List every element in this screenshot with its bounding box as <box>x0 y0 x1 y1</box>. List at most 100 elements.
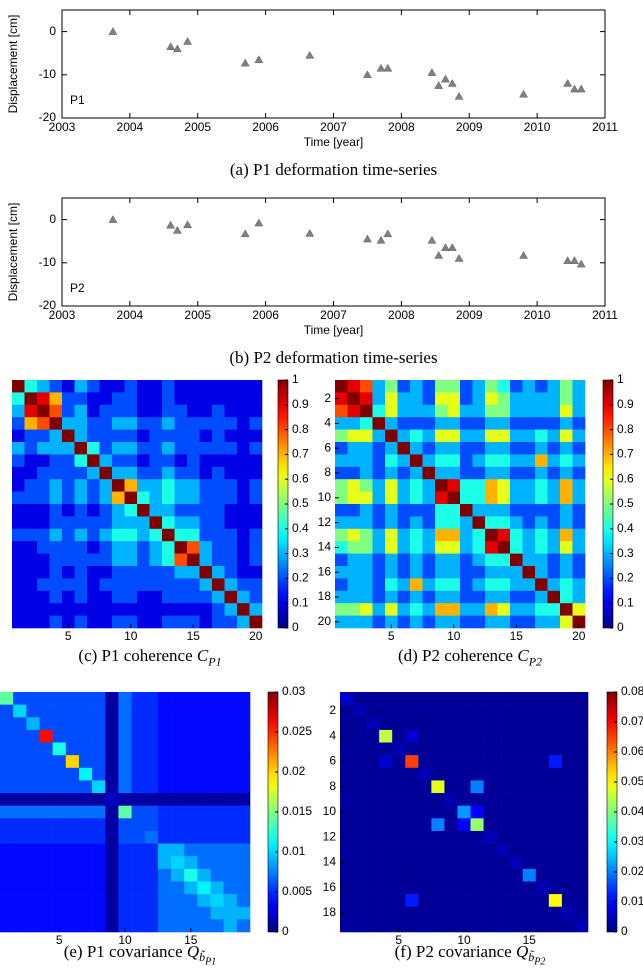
heatmap-cell <box>470 692 484 705</box>
heatmap-cell <box>24 404 38 418</box>
heatmap-cell <box>535 491 548 505</box>
heatmap-cell <box>118 692 132 705</box>
heatmap-cell <box>483 793 497 806</box>
heatmap-cell <box>187 615 200 629</box>
heatmap-cell <box>410 590 423 604</box>
heatmap-cell <box>174 541 188 554</box>
heatmap-cell <box>87 603 100 616</box>
heatmap-cell <box>548 818 563 832</box>
heatmap-cell <box>422 442 436 455</box>
heatmap-cell <box>457 906 471 920</box>
heatmap-cell <box>397 590 411 604</box>
heatmap-cell <box>418 805 432 819</box>
heatmap-cell <box>197 742 211 756</box>
heatmap-cell <box>210 919 224 933</box>
heatmap-cell <box>65 767 80 781</box>
heatmap-cell <box>485 479 498 492</box>
heatmap-cell <box>431 742 445 756</box>
heatmap-cell <box>105 894 119 908</box>
heatmap-cell <box>335 491 348 505</box>
heatmap-cell <box>522 392 536 406</box>
heatmap-cell <box>522 553 536 567</box>
heatmap-cell <box>470 881 484 895</box>
heatmap-cell <box>197 692 211 705</box>
heatmap-cell <box>379 818 393 832</box>
heatmap-cell <box>87 466 100 480</box>
heatmap-cell <box>112 479 125 492</box>
heatmap-cell <box>472 590 486 604</box>
heatmap-cell <box>366 894 380 908</box>
heatmap-cell <box>184 780 198 794</box>
x-tick-label: 2011 <box>592 308 618 322</box>
heatmap-cell <box>210 717 224 731</box>
heatmap-cell <box>366 767 380 781</box>
heatmap-cell <box>379 742 393 756</box>
heatmap-cell <box>379 830 393 844</box>
caption: (b) P2 deformation time-series <box>134 348 534 368</box>
heatmap-cell <box>410 566 423 579</box>
heatmap-cell <box>535 566 548 579</box>
heatmap-cell <box>560 442 573 455</box>
colorbar-tick-label: 0 <box>617 620 624 634</box>
heatmap-cell <box>236 868 251 882</box>
heatmap-cell <box>535 516 548 530</box>
heatmap-cell <box>431 830 445 844</box>
heatmap-cell <box>26 742 40 756</box>
heatmap-cell <box>397 504 411 517</box>
heatmap-cell <box>510 603 523 616</box>
heatmap-cell <box>137 417 150 430</box>
data-point <box>563 256 573 264</box>
x-tick-label: 2010 <box>524 308 551 322</box>
heatmap-cell <box>379 894 393 908</box>
heatmap-cell <box>187 516 200 530</box>
heatmap-cell <box>171 692 185 705</box>
heatmap-cell <box>385 541 398 554</box>
heatmap-cell <box>496 894 510 908</box>
heatmap-cell <box>237 578 250 592</box>
heatmap-cell <box>547 466 561 480</box>
heatmap-cell <box>470 868 484 882</box>
y-tick-label: 0 <box>49 24 56 38</box>
heatmap-cell <box>92 818 106 832</box>
heatmap-cell <box>547 504 561 517</box>
heatmap-cell <box>237 466 250 480</box>
heatmap-cell <box>572 442 586 455</box>
heatmap-cell <box>340 881 354 895</box>
heatmap-cell <box>435 380 448 393</box>
heatmap-cell <box>447 479 461 492</box>
colorbar-tick-label: 0.2 <box>617 571 634 585</box>
heatmap-cell <box>360 516 373 530</box>
heatmap-cell <box>0 767 14 781</box>
heatmap-cell <box>366 755 380 769</box>
heatmap-cell <box>405 830 419 844</box>
heatmap-cell <box>112 380 125 393</box>
heatmap-cell <box>472 442 486 455</box>
heatmap-cell <box>497 491 511 505</box>
heatmap-cell <box>548 755 563 769</box>
heatmap-cell <box>26 767 40 781</box>
heatmap-cell <box>353 906 367 920</box>
caption: (a) P1 deformation time-series <box>134 160 534 180</box>
heatmap-cell <box>522 491 536 505</box>
heatmap-cell <box>422 380 436 393</box>
heatmap-cell <box>422 528 436 542</box>
heatmap-cell <box>522 717 537 731</box>
heatmap-cell <box>497 528 511 542</box>
heatmap-cell <box>460 380 473 393</box>
heatmap-cell <box>149 603 163 616</box>
heatmap-cell <box>347 504 361 517</box>
heatmap-cell <box>496 805 510 819</box>
heatmap-cell <box>379 793 393 806</box>
heatmap-cell <box>418 906 432 920</box>
data-point <box>108 27 118 35</box>
heatmap-cell <box>392 881 406 895</box>
heatmap-cell <box>522 767 537 781</box>
heatmap-cell <box>184 881 198 895</box>
heatmap-cell <box>65 906 80 920</box>
heatmap-cell <box>470 843 484 857</box>
heatmap-cell <box>347 528 361 542</box>
heatmap-cell <box>223 906 238 920</box>
heatmap-cell <box>187 466 200 480</box>
heatmap-cell <box>174 590 188 604</box>
heatmap-cell <box>397 516 411 530</box>
